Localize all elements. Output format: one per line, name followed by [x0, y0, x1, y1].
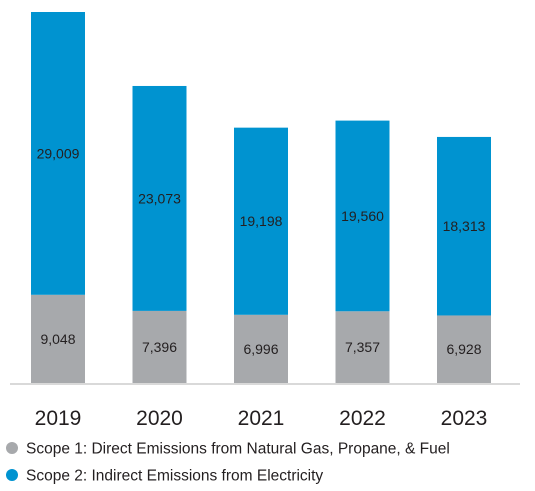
- x-tick-label-2021: 2021: [238, 407, 285, 430]
- bar-scope1-2021: [234, 314, 288, 383]
- bars-group: [31, 12, 491, 383]
- legend-swatch-scope2: [6, 469, 18, 481]
- data-label-scope1-2021: 6,996: [243, 341, 278, 357]
- bar-scope1-2022: [335, 311, 390, 383]
- legend-swatch-scope1: [6, 442, 18, 454]
- legend-label-scope2: Scope 2: Indirect Emissions from Electri…: [26, 468, 323, 485]
- data-label-scope1-2020: 7,396: [142, 339, 177, 355]
- segment-labels-group: 9,048 29,009 7,396 23,073 6,996 19,198 7,357 19…: [37, 145, 486, 357]
- data-label-scope2-2020: 23,073: [138, 190, 181, 206]
- bar-scope1-2020: [132, 310, 187, 383]
- data-label-scope1-2023: 6,928: [446, 341, 481, 357]
- data-label-scope2-2022: 19,560: [341, 208, 384, 224]
- data-label-scope2-2021: 19,198: [240, 213, 283, 229]
- data-label-scope1-2019: 9,048: [40, 331, 75, 347]
- bar-scope2-2021: [234, 127, 288, 315]
- x-tick-label-2019: 2019: [35, 407, 82, 430]
- x-tick-label-2020: 2020: [136, 407, 183, 430]
- x-tick-labels-group: 2019 2020 2021 2022 2023: [35, 407, 488, 430]
- bar-scope1-2023: [437, 315, 491, 383]
- data-label-scope2-2019: 29,009: [37, 145, 80, 161]
- bar-scope1-2019: [31, 294, 85, 383]
- legend: Scope 1: Direct Emissions from Natural G…: [6, 441, 450, 485]
- x-tick-label-2023: 2023: [441, 407, 488, 430]
- data-label-scope1-2022: 7,357: [345, 339, 380, 355]
- bar-scope2-2022: [335, 120, 390, 312]
- x-tick-label-2022: 2022: [339, 407, 386, 430]
- data-label-scope2-2023: 18,313: [443, 218, 486, 234]
- bar-scope2-2020: [132, 85, 187, 311]
- bar-scope2-2023: [437, 136, 491, 316]
- bar-scope2-2019: [31, 12, 85, 295]
- legend-label-scope1: Scope 1: Direct Emissions from Natural G…: [26, 441, 450, 458]
